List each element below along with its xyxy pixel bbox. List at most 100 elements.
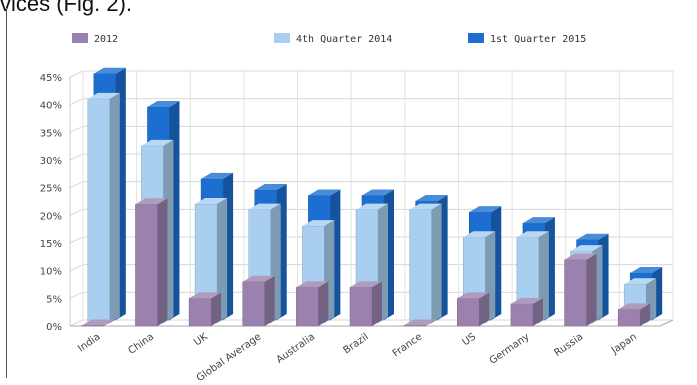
- x-tick-label: Germany: [488, 331, 532, 366]
- bar-top: [522, 217, 555, 224]
- bar-top: [630, 266, 663, 273]
- bar-top: [147, 100, 180, 107]
- bar-side: [103, 319, 114, 326]
- y-tick-label: 20%: [40, 211, 62, 222]
- bar-top: [624, 278, 657, 285]
- bar-side: [586, 253, 597, 326]
- y-tick-label: 10%: [40, 267, 62, 278]
- bar-top: [81, 319, 114, 326]
- bar: [135, 198, 168, 327]
- bar-top: [135, 198, 168, 205]
- bar: [242, 275, 275, 327]
- gridline-side: [69, 208, 84, 216]
- bar: [409, 203, 442, 324]
- legend-swatch: [274, 33, 290, 43]
- x-tick-label: UK: [192, 331, 210, 348]
- bar-side: [318, 281, 329, 326]
- bar-front: [564, 259, 587, 327]
- bar-front: [296, 287, 319, 327]
- bar-front: [87, 98, 111, 324]
- bar-front: [403, 325, 426, 327]
- bar-top: [362, 189, 394, 196]
- bar-top: [302, 220, 335, 227]
- x-tick-label: Brazil: [342, 331, 371, 356]
- y-tick-label: 40%: [40, 101, 62, 112]
- bar: [403, 319, 436, 327]
- bar-top: [308, 189, 341, 196]
- y-tick-label: 30%: [40, 156, 62, 167]
- x-tick-label: Australia: [275, 331, 318, 365]
- bar-top: [469, 206, 502, 213]
- bar-front: [409, 209, 432, 324]
- gridline-side: [69, 291, 84, 299]
- legend-swatch: [468, 33, 484, 43]
- bar-top: [403, 319, 436, 326]
- bar-top: [618, 303, 651, 310]
- bar: [617, 303, 651, 327]
- gridline-side: [69, 153, 84, 161]
- bar: [564, 253, 597, 327]
- y-tick-label: 35%: [40, 128, 62, 139]
- bar: [510, 297, 543, 327]
- bar: [188, 292, 222, 327]
- gridline-side: [69, 264, 84, 272]
- bar: [457, 292, 490, 327]
- bar-top: [195, 198, 228, 205]
- bar-top: [415, 195, 448, 202]
- bar-side: [431, 203, 442, 323]
- floor-right-edge: [659, 319, 674, 327]
- bar-side: [109, 92, 120, 324]
- x-tick-label: India: [76, 331, 102, 354]
- bar: [296, 281, 329, 327]
- gridline-side: [69, 319, 84, 327]
- grid: [69, 70, 674, 327]
- bar-side: [640, 303, 651, 326]
- bar-front: [510, 303, 534, 327]
- bar-front: [81, 325, 105, 327]
- bar-side: [211, 292, 222, 326]
- top-text-fragment: vices (Fig. 2).: [0, 0, 133, 16]
- bar-side: [217, 198, 228, 323]
- left-border-line: [6, 8, 7, 378]
- x-tick-label: Russia: [553, 331, 586, 358]
- bar-top: [254, 183, 287, 190]
- x-tick-label: China: [126, 331, 156, 356]
- y-tick-label: 15%: [40, 239, 62, 250]
- bar-top: [242, 275, 275, 282]
- gridline-side: [69, 70, 84, 78]
- bar-top: [93, 67, 126, 74]
- legend-label: 2012: [94, 34, 118, 45]
- bar-side: [532, 297, 543, 326]
- legend-label: 1st Quarter 2015: [490, 34, 586, 45]
- bar-front: [188, 298, 212, 327]
- bar-top: [248, 203, 281, 210]
- legend-swatch: [72, 33, 88, 43]
- bar-top: [564, 253, 597, 260]
- bar-front: [617, 309, 641, 327]
- bar-top: [576, 233, 609, 240]
- bar-top: [296, 281, 329, 288]
- bar-top: [570, 245, 603, 252]
- y-tick-label: 25%: [40, 184, 62, 195]
- gridline-side: [69, 181, 84, 189]
- bar-side: [425, 319, 436, 326]
- bar-top: [87, 92, 120, 99]
- bar-top: [457, 292, 490, 299]
- bar-side: [264, 275, 275, 326]
- gridline-side: [69, 236, 84, 244]
- bar-top: [409, 203, 442, 210]
- bar: [81, 319, 114, 327]
- y-tick-label: 0%: [46, 322, 62, 333]
- bar-front: [457, 298, 480, 327]
- bar-side: [372, 281, 382, 326]
- x-tick-label: Japan: [609, 331, 639, 357]
- y-axis: 0% 5% 10% 15% 20% 25% 30% 35% 40% 45%: [40, 73, 62, 333]
- bar-front: [349, 287, 373, 327]
- gridline-side: [69, 98, 84, 106]
- bar-side: [479, 292, 490, 326]
- gridline-side: [69, 125, 84, 133]
- bar-top: [141, 139, 174, 146]
- y-tick-label: 45%: [40, 73, 62, 84]
